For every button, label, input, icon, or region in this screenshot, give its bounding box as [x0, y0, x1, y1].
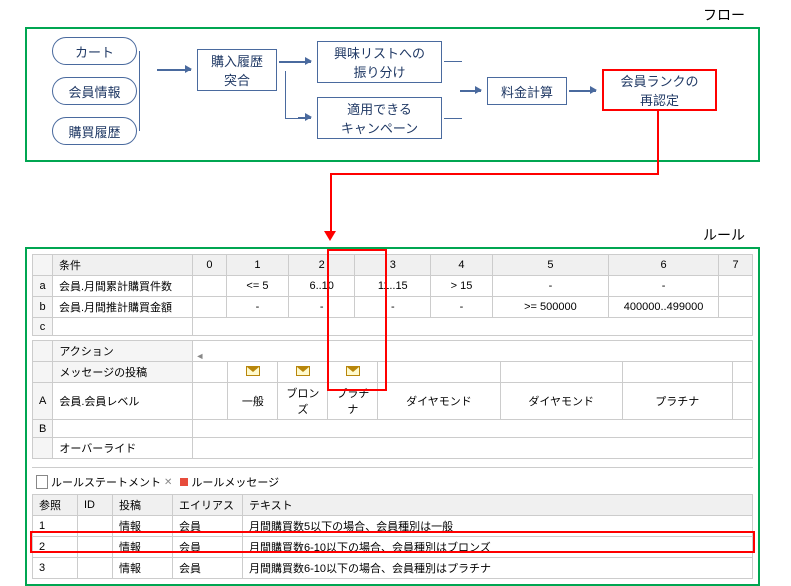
table-row: b 会員.月間推計購買金額 - - - - >= 500000 400000..… [33, 297, 753, 318]
actions-header: アクション [53, 341, 193, 362]
table-row: A 会員.会員レベル 一般 ブロンズ プラチナ ダイヤモンド ダイヤモンド プラ… [33, 383, 753, 420]
tab-message[interactable]: ルールメッセージ [180, 474, 279, 490]
table-row: 2 情報 会員 月間購買数6-10以下の場合、会員種別はブロンズ [33, 537, 753, 558]
table-row: アクション [33, 341, 753, 362]
node-rank-recert: 会員ランクの 再認定 [602, 69, 717, 111]
table-row: メッセージの投稿 [33, 362, 753, 383]
table-row: B [33, 420, 753, 438]
tab-statement[interactable]: ルールステートメント ✕ [36, 474, 172, 490]
envelope-icon [296, 366, 310, 376]
connector-split [285, 71, 300, 119]
flow-section: フロー カート 会員情報 購買履歴 購入履歴 突合 興味リストへの 振り分け 適… [25, 5, 760, 162]
rules-section: ルール 条件 0 1 2 3 4 5 6 7 a 会員.月間累計購買件数 <= … [25, 225, 760, 586]
scroll-indicator[interactable] [193, 341, 753, 362]
red-arrow-vertical-2 [330, 173, 332, 233]
rules-container: 条件 0 1 2 3 4 5 6 7 a 会員.月間累計購買件数 <= 5 6.… [25, 247, 760, 586]
close-icon[interactable]: ✕ [164, 477, 172, 488]
node-history-match: 購入履歴 突合 [197, 49, 277, 91]
red-arrow-horizontal [330, 173, 659, 175]
node-price-calc: 料金計算 [487, 77, 567, 105]
node-cart: カート [52, 37, 137, 65]
arrow-to-price [460, 90, 481, 92]
rules-inner: 条件 0 1 2 3 4 5 6 7 a 会員.月間累計購買件数 <= 5 6.… [32, 254, 753, 579]
red-arrow-vertical-1 [657, 109, 659, 174]
table-row: 参照 ID 投稿 エイリアス テキスト [33, 495, 753, 516]
connector-inputs [139, 51, 159, 131]
conditions-header: 条件 [53, 255, 193, 276]
node-interest-list: 興味リストへの 振り分け [317, 41, 442, 83]
document-icon [36, 475, 48, 489]
flow-container: カート 会員情報 購買履歴 購入履歴 突合 興味リストへの 振り分け 適用できる… [25, 27, 760, 162]
node-purchase-history: 購買履歴 [52, 117, 137, 145]
arrow-to-rank [569, 90, 596, 92]
node-campaign: 適用できる キャンペーン [317, 97, 442, 139]
override-row: オーバーライド [33, 438, 753, 459]
table-row: 1 情報 会員 月間購買数5以下の場合、会員種別は一般 [33, 516, 753, 537]
arrow-to-interest [279, 61, 311, 63]
flow-title: フロー [25, 5, 760, 25]
statement-table: 参照 ID 投稿 エイリアス テキスト 1 情報 会員 月間購買数5以下の場合、… [32, 494, 753, 579]
node-member-info: 会員情報 [52, 77, 137, 105]
statement-table-wrapper: 参照 ID 投稿 エイリアス テキスト 1 情報 会員 月間購買数5以下の場合、… [32, 494, 753, 579]
actions-table: アクション メッセージの投稿 A 会員.会員レベル 一般 ブロンズ [32, 340, 753, 459]
table-row: a 会員.月間累計購買件数 <= 5 6..10 11..15 > 15 - - [33, 276, 753, 297]
arrow-to-history-match [157, 69, 191, 71]
tab-bar: ルールステートメント ✕ ルールメッセージ [32, 472, 753, 492]
envelope-icon [246, 366, 260, 376]
envelope-icon [346, 366, 360, 376]
table-row: 条件 0 1 2 3 4 5 6 7 [33, 255, 753, 276]
conditions-table: 条件 0 1 2 3 4 5 6 7 a 会員.月間累計購買件数 <= 5 6.… [32, 254, 753, 336]
red-square-icon [180, 478, 188, 486]
arrow-to-campaign [298, 117, 311, 119]
table-row: c [33, 318, 753, 336]
table-row: 3 情報 会員 月間購買数6-10以下の場合、会員種別はプラチナ [33, 558, 753, 579]
rules-title: ルール [25, 225, 760, 245]
